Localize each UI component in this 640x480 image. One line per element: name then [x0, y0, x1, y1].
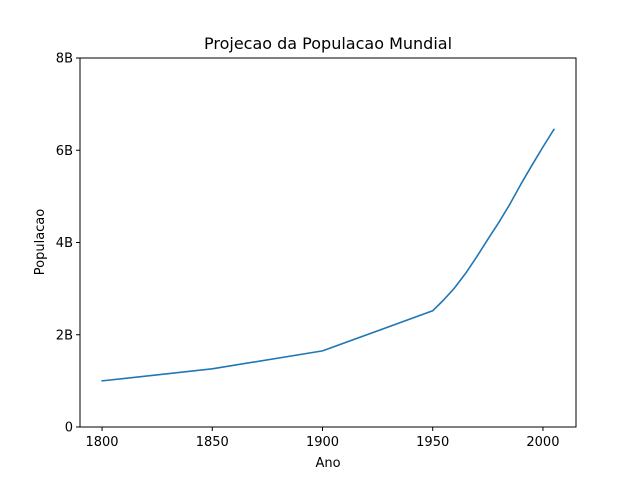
x-tick-label: 1900: [306, 435, 339, 450]
x-tick-label: 1850: [196, 435, 229, 450]
plot-area: 1800 1850 1900 1950 2000 0 2B 4B 6B 8B: [56, 52, 577, 450]
y-tick-label: 0: [65, 421, 73, 436]
y-axis: 0 2B 4B 6B 8B: [56, 52, 80, 436]
y-tick-label: 6B: [56, 144, 73, 159]
series-group: [101, 128, 555, 382]
x-tick-label: 2000: [526, 435, 559, 450]
x-tick-label: 1950: [416, 435, 449, 450]
y-tick-label: 8B: [56, 52, 73, 67]
x-axis: 1800 1850 1900 1950 2000: [85, 427, 559, 450]
series-line: [101, 128, 555, 382]
y-axis-label: Populacao: [33, 209, 48, 276]
y-tick-label: 4B: [56, 236, 73, 251]
y-tick-label: 2B: [56, 328, 73, 343]
x-axis-label: Ano: [315, 456, 340, 471]
chart-title: Projecao da Populacao Mundial: [204, 34, 452, 53]
x-tick-label: 1800: [85, 435, 118, 450]
